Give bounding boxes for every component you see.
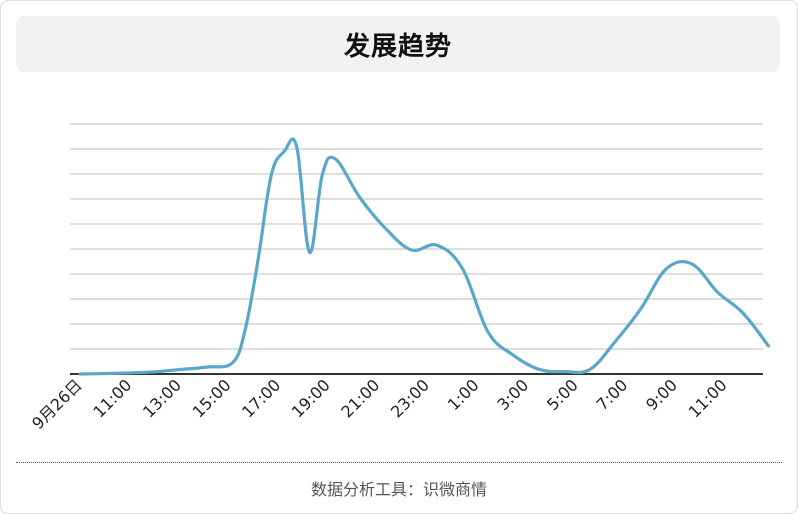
x-tick-label: 19:00 — [288, 375, 334, 421]
footer-divider — [16, 462, 782, 463]
x-tick-label: 11:00 — [89, 375, 135, 421]
x-tick-label: 1:00 — [444, 375, 483, 414]
x-tick-label: 9月26日 — [28, 375, 86, 433]
series-line — [78, 137, 771, 376]
title-bar: 发展趋势 — [16, 16, 780, 72]
x-tick-label: 9:00 — [642, 375, 681, 414]
x-tick-label: 7:00 — [593, 375, 632, 414]
footer-source: 数据分析工具：识微商情 — [310, 480, 487, 499]
x-tick-label: 15:00 — [189, 375, 235, 421]
x-tick-label: 23:00 — [387, 375, 433, 421]
x-tick-label: 17:00 — [238, 375, 284, 421]
x-tick-label: 5:00 — [543, 375, 582, 414]
x-tick-label: 3:00 — [493, 375, 532, 414]
x-tick-label: 11:00 — [685, 375, 731, 421]
chart-title: 发展趋势 — [343, 31, 452, 62]
x-tick-label: 13:00 — [139, 375, 185, 421]
x-tick-label: 21:00 — [337, 375, 383, 421]
